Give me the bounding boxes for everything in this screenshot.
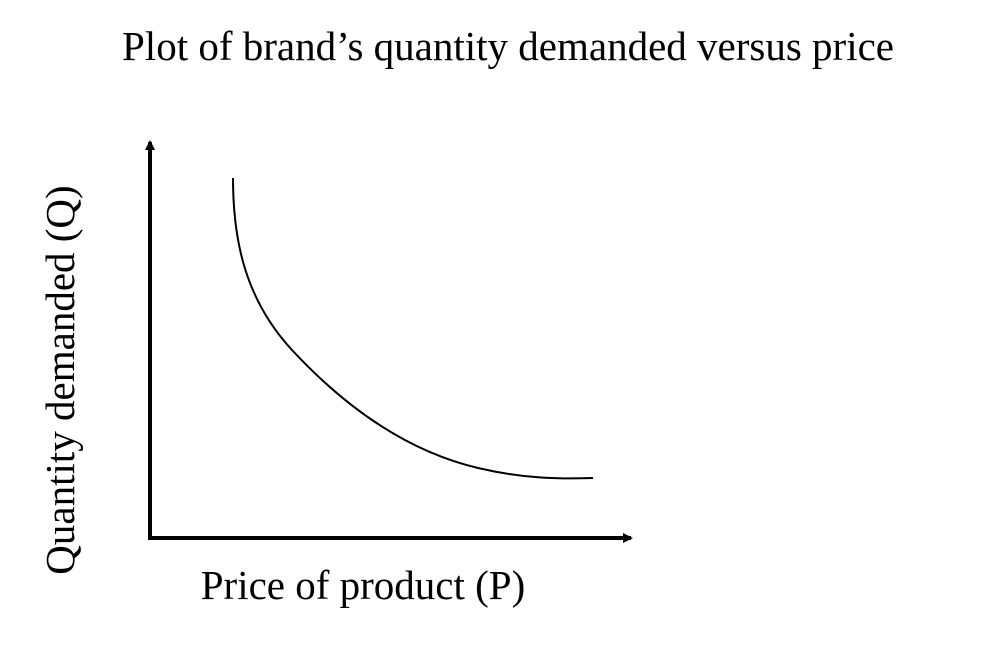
demand-curve bbox=[232, 177, 594, 480]
y-axis-label: Quantity demanded (Q) bbox=[37, 185, 83, 574]
x-axis-label: Price of product (P) bbox=[201, 562, 526, 608]
chart-title: Plot of brand’s quantity demanded versus… bbox=[122, 23, 894, 69]
